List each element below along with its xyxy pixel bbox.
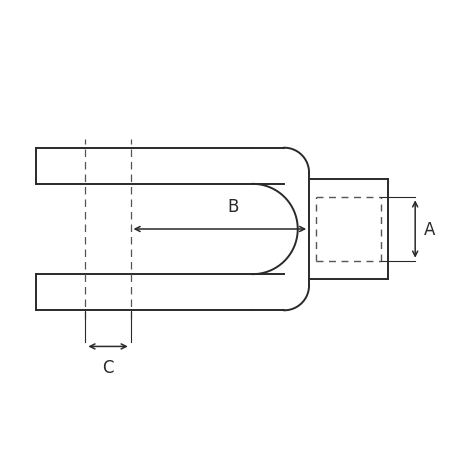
- Text: B: B: [227, 198, 239, 216]
- Text: A: A: [423, 220, 435, 239]
- Text: C: C: [102, 358, 113, 376]
